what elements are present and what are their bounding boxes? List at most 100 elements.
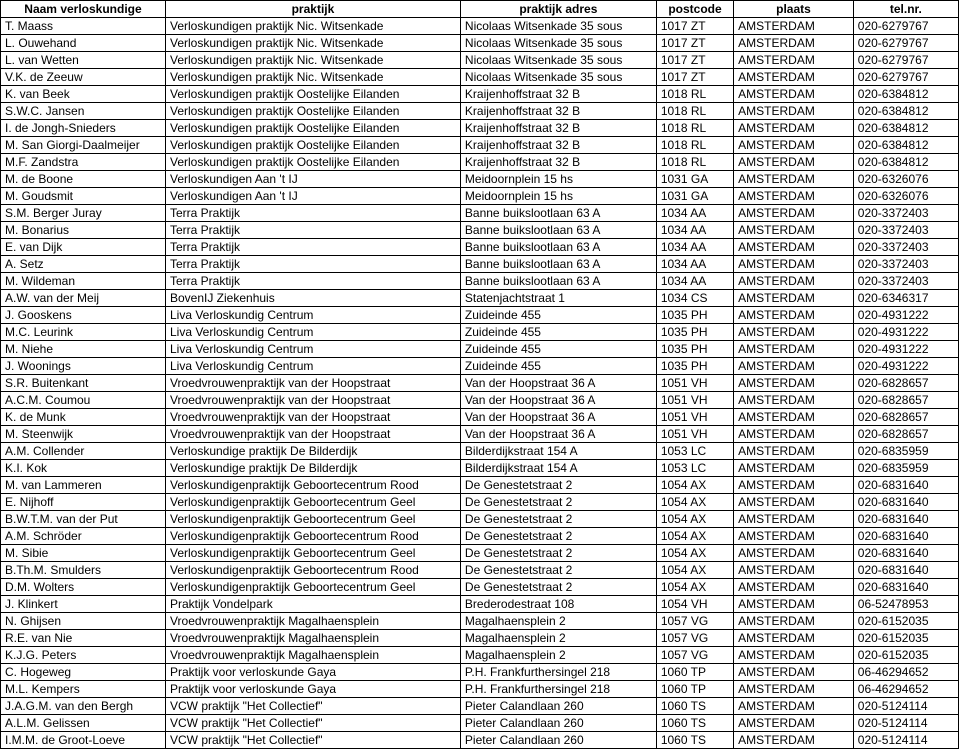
table-cell: 020-6326076: [853, 171, 958, 188]
table-cell: De Genestetstraat 2: [460, 545, 656, 562]
table-cell: S.R. Buitenkant: [1, 375, 166, 392]
column-header: plaats: [734, 1, 854, 18]
table-cell: Terra Praktijk: [165, 256, 460, 273]
table-row: J. GooskensLiva Verloskundig CentrumZuid…: [1, 307, 959, 324]
table-cell: Verloskundigen Aan 't IJ: [165, 188, 460, 205]
table-row: K.I. KokVerloskundige praktijk De Bilder…: [1, 460, 959, 477]
table-cell: AMSTERDAM: [734, 120, 854, 137]
table-cell: Banne buikslootlaan 63 A: [460, 239, 656, 256]
table-cell: 1034 AA: [656, 273, 733, 290]
table-cell: B.W.T.M. van der Put: [1, 511, 166, 528]
table-cell: 020-6279767: [853, 35, 958, 52]
table-cell: Nicolaas Witsenkade 35 sous: [460, 35, 656, 52]
table-cell: AMSTERDAM: [734, 664, 854, 681]
table-cell: 1017 ZT: [656, 52, 733, 69]
table-cell: Van der Hoopstraat 36 A: [460, 409, 656, 426]
table-cell: 020-6831640: [853, 511, 958, 528]
table-cell: 1054 AX: [656, 562, 733, 579]
table-cell: T. Maass: [1, 18, 166, 35]
table-cell: Van der Hoopstraat 36 A: [460, 375, 656, 392]
column-header: tel.nr.: [853, 1, 958, 18]
table-row: E. NijhoffVerloskundigenpraktijk Geboort…: [1, 494, 959, 511]
table-cell: Vroedvrouwenpraktijk van der Hoopstraat: [165, 375, 460, 392]
table-cell: 020-6831640: [853, 494, 958, 511]
table-cell: 1051 VH: [656, 392, 733, 409]
table-row: M.C. LeurinkLiva Verloskundig CentrumZui…: [1, 324, 959, 341]
table-cell: De Genestetstraat 2: [460, 579, 656, 596]
table-cell: 1060 TS: [656, 715, 733, 732]
table-cell: Kraijenhoffstraat 32 B: [460, 86, 656, 103]
table-cell: 1051 VH: [656, 426, 733, 443]
table-cell: AMSTERDAM: [734, 732, 854, 749]
table-cell: 1060 TP: [656, 681, 733, 698]
table-cell: Banne buikslootlaan 63 A: [460, 273, 656, 290]
table-cell: Terra Praktijk: [165, 222, 460, 239]
column-header: praktijk adres: [460, 1, 656, 18]
table-cell: M. van Lammeren: [1, 477, 166, 494]
table-cell: AMSTERDAM: [734, 494, 854, 511]
table-cell: AMSTERDAM: [734, 137, 854, 154]
table-row: N. GhijsenVroedvrouwenpraktijk Magalhaen…: [1, 613, 959, 630]
table-cell: 020-6828657: [853, 409, 958, 426]
table-cell: 1034 CS: [656, 290, 733, 307]
table-row: E. van DijkTerra PraktijkBanne buiksloot…: [1, 239, 959, 256]
table-cell: AMSTERDAM: [734, 290, 854, 307]
table-cell: 020-6384812: [853, 103, 958, 120]
table-cell: 020-6326076: [853, 188, 958, 205]
table-cell: AMSTERDAM: [734, 545, 854, 562]
table-row: T. MaassVerloskundigen praktijk Nic. Wit…: [1, 18, 959, 35]
table-header: Naam verloskundigepraktijkpraktijk adres…: [1, 1, 959, 18]
table-row: A.M. SchröderVerloskundigenpraktijk Gebo…: [1, 528, 959, 545]
table-cell: Terra Praktijk: [165, 239, 460, 256]
table-cell: AMSTERDAM: [734, 375, 854, 392]
table-cell: 1054 AX: [656, 477, 733, 494]
table-cell: 1018 RL: [656, 137, 733, 154]
table-cell: AMSTERDAM: [734, 460, 854, 477]
table-cell: 020-6279767: [853, 52, 958, 69]
table-cell: Verloskundigenpraktijk Geboortecentrum R…: [165, 528, 460, 545]
table-cell: BovenIJ Ziekenhuis: [165, 290, 460, 307]
table-cell: AMSTERDAM: [734, 511, 854, 528]
table-cell: 1051 VH: [656, 409, 733, 426]
table-cell: Van der Hoopstraat 36 A: [460, 392, 656, 409]
table-cell: Zuideinde 455: [460, 307, 656, 324]
table-cell: K.J.G. Peters: [1, 647, 166, 664]
table-cell: AMSTERDAM: [734, 596, 854, 613]
table-cell: C. Hogeweg: [1, 664, 166, 681]
table-cell: Nicolaas Witsenkade 35 sous: [460, 69, 656, 86]
table-row: M. NieheLiva Verloskundig CentrumZuidein…: [1, 341, 959, 358]
table-cell: 1051 VH: [656, 375, 733, 392]
table-cell: Kraijenhoffstraat 32 B: [460, 103, 656, 120]
table-row: M.F. ZandstraVerloskundigen praktijk Oos…: [1, 154, 959, 171]
table-cell: Verloskundigen praktijk Nic. Witsenkade: [165, 18, 460, 35]
table-cell: 020-3372403: [853, 205, 958, 222]
table-cell: De Genestetstraat 2: [460, 528, 656, 545]
table-cell: 020-6384812: [853, 137, 958, 154]
table-cell: I. de Jongh-Snieders: [1, 120, 166, 137]
table-cell: M.L. Kempers: [1, 681, 166, 698]
table-cell: L. van Wetten: [1, 52, 166, 69]
table-cell: 020-4931222: [853, 307, 958, 324]
table-cell: Verloskundigen praktijk Oostelijke Eilan…: [165, 103, 460, 120]
table-cell: J. Woonings: [1, 358, 166, 375]
table-cell: 020-3372403: [853, 273, 958, 290]
table-cell: Praktijk voor verloskunde Gaya: [165, 681, 460, 698]
table-row: S.M. Berger JurayTerra PraktijkBanne bui…: [1, 205, 959, 222]
table-cell: Liva Verloskundig Centrum: [165, 307, 460, 324]
table-cell: 020-6279767: [853, 18, 958, 35]
table-cell: M.C. Leurink: [1, 324, 166, 341]
table-cell: A.L.M. Gelissen: [1, 715, 166, 732]
table-cell: Bilderdijkstraat 154 A: [460, 443, 656, 460]
table-row: M. de BooneVerloskundigen Aan 't IJMeido…: [1, 171, 959, 188]
table-cell: 020-6384812: [853, 120, 958, 137]
table-cell: 020-6831640: [853, 545, 958, 562]
table-cell: 1034 AA: [656, 256, 733, 273]
table-cell: AMSTERDAM: [734, 154, 854, 171]
table-cell: AMSTERDAM: [734, 528, 854, 545]
table-cell: 020-6346317: [853, 290, 958, 307]
table-cell: Kraijenhoffstraat 32 B: [460, 154, 656, 171]
table-cell: Verloskundigen praktijk Oostelijke Eilan…: [165, 137, 460, 154]
table-cell: AMSTERDAM: [734, 613, 854, 630]
column-header: postcode: [656, 1, 733, 18]
table-body: T. MaassVerloskundigen praktijk Nic. Wit…: [1, 18, 959, 749]
